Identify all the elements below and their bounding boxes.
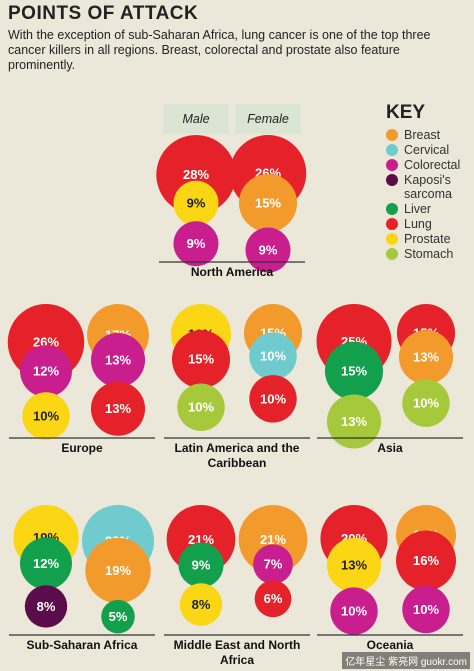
bubble-label: 15%	[341, 363, 367, 378]
key-swatch	[386, 233, 398, 245]
bubble-label: 19%	[105, 563, 131, 578]
bubble-label: 15%	[188, 352, 214, 367]
bubble	[90, 381, 146, 436]
key-item: Kaposi's sarcoma	[386, 173, 468, 201]
bubble-label: 13%	[105, 352, 131, 367]
bubble	[326, 394, 382, 449]
bubble	[171, 330, 231, 389]
bubble-label: 21%	[188, 532, 214, 547]
bubble	[90, 333, 146, 388]
key-item: Lung	[386, 217, 468, 231]
bubble-label: 9%	[192, 557, 211, 572]
bubble	[402, 585, 450, 634]
bubble	[173, 180, 219, 226]
bubble	[249, 332, 297, 380]
key-label: Stomach	[404, 247, 454, 261]
bubble-label: 10%	[413, 602, 439, 617]
bubble-label: 13%	[341, 414, 367, 429]
key-label: Cervical	[404, 143, 450, 157]
bubble-label: 5%	[109, 609, 128, 624]
bubble	[101, 599, 135, 634]
bubble-label: 10%	[260, 391, 286, 406]
key-title: KEY	[386, 102, 426, 123]
key-swatch	[386, 144, 398, 156]
bubble	[173, 221, 219, 267]
key-label: Prostate	[404, 232, 451, 246]
key: KEY Breast Cervical Colorectal Kaposi's sarc…	[386, 102, 470, 262]
title: POINTS OF ATTACK	[8, 3, 199, 24]
bubble-label: 8%	[37, 599, 56, 614]
bubble-label: 13%	[105, 401, 131, 416]
bubble-label: 10%	[188, 400, 214, 415]
bubble-label: 10%	[33, 408, 59, 423]
bubble	[402, 379, 450, 427]
bubble	[85, 537, 151, 604]
region-name: Middle East and North Africa	[173, 638, 301, 667]
bubble	[249, 375, 297, 423]
bubble-label: 6%	[264, 591, 283, 606]
bubble	[253, 544, 293, 585]
key-swatch	[386, 129, 398, 141]
key-label: Lung	[404, 217, 432, 231]
bubble	[396, 530, 456, 591]
bubble	[177, 383, 225, 431]
region-name: Latin America and the Caribbean	[174, 441, 300, 470]
bubble	[238, 173, 298, 233]
region-name: North America	[190, 265, 274, 279]
key-swatch	[386, 203, 398, 215]
bubble	[324, 341, 384, 400]
bubble	[326, 538, 382, 593]
bubble-label: 16%	[413, 553, 439, 568]
bubble	[398, 330, 454, 385]
bubble-label: 12%	[33, 556, 59, 571]
key-swatch	[386, 159, 398, 171]
bubble-label: 15%	[255, 195, 281, 210]
key-item: Breast	[386, 128, 468, 142]
bubble-label: 13%	[413, 350, 439, 365]
bubble-label: 8%	[192, 597, 211, 612]
bubble-label: 10%	[341, 604, 367, 619]
key-item: Stomach	[386, 247, 468, 261]
bubble-label: 9%	[187, 196, 206, 211]
bubble-label: 12%	[33, 364, 59, 379]
bubble-label: 10%	[413, 396, 439, 411]
bubble	[20, 345, 72, 398]
key-item: Cervical	[386, 143, 468, 157]
subtitle: With the exception of sub-Saharan Africa…	[8, 28, 431, 72]
bubble-label: 10%	[260, 349, 286, 364]
key-label: Kaposi's sarcoma	[404, 173, 452, 201]
key-label: Breast	[404, 128, 441, 142]
key-item: Colorectal	[386, 158, 468, 172]
key-swatch	[386, 248, 398, 260]
bubble	[22, 392, 70, 440]
watermark: 亿年星尘 紫亮网 guokr.com	[342, 652, 470, 669]
column-label: Male	[163, 104, 229, 134]
region-name: Sub-Saharan Africa	[26, 638, 138, 652]
region-name: Europe	[61, 441, 103, 455]
key-label: Liver	[404, 202, 432, 216]
bubble	[24, 585, 68, 628]
bubble-label: 21%	[260, 532, 286, 547]
bubble-label: 28%	[183, 167, 209, 182]
bubble	[245, 227, 291, 273]
bubble-label: 9%	[259, 242, 278, 257]
key-item: Prostate	[386, 232, 468, 246]
bubble	[330, 587, 378, 635]
bubble-label: 9%	[187, 236, 206, 251]
bubble	[178, 542, 224, 588]
bubble-label: 7%	[264, 557, 283, 572]
region-name: Oceania	[366, 638, 414, 652]
key-label: Colorectal	[404, 158, 461, 172]
bubble	[254, 580, 292, 618]
bubble	[20, 537, 72, 590]
bubble-label: 13%	[341, 558, 367, 573]
key-item: Liver	[386, 202, 468, 216]
key-swatch	[386, 174, 398, 186]
bubble	[179, 583, 223, 626]
key-swatch	[386, 218, 398, 230]
region-name: Asia	[377, 441, 403, 455]
column-label: Female	[235, 104, 301, 134]
